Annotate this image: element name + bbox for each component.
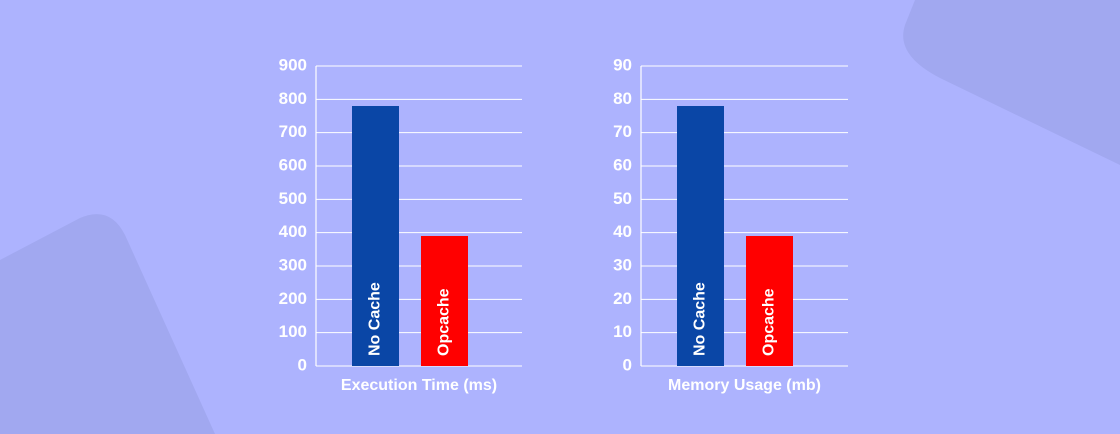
y-tick-label: 40 — [613, 222, 632, 241]
y-tick-label: 400 — [279, 222, 307, 241]
bar — [746, 236, 793, 366]
y-tick-label: 600 — [279, 155, 307, 174]
chart: 0 10 20 30 40 50 60 70 80 90 Memory Usage (mb) No C… — [613, 55, 848, 394]
y-tick-label: 30 — [613, 255, 632, 274]
y-tick-label: 300 — [279, 255, 307, 274]
y-tick-label: 0 — [623, 355, 632, 374]
y-tick-label: 70 — [613, 122, 632, 141]
y-tick-label: 900 — [279, 55, 307, 74]
y-tick-label: 700 — [279, 122, 307, 141]
decor-shape — [0, 214, 215, 434]
y-tick-label: 500 — [279, 189, 307, 208]
category-label: Opcache — [436, 288, 453, 356]
y-tick-label: 10 — [613, 322, 632, 341]
y-tick-label: 50 — [613, 189, 632, 208]
bar — [352, 106, 399, 366]
chart: 0 100 200 300 400 500 600 700 800 900 Execution Ti… — [279, 55, 522, 394]
y-tick-label: 80 — [613, 89, 632, 108]
x-axis-label: Execution Time (ms) — [341, 377, 497, 394]
y-tick-label: 100 — [279, 322, 307, 341]
y-tick-label: 90 — [613, 55, 632, 74]
y-tick-label: 200 — [279, 289, 307, 308]
category-label: Opcache — [761, 288, 778, 356]
bar — [421, 236, 468, 366]
y-tick-label: 0 — [298, 355, 307, 374]
bar — [677, 106, 724, 366]
y-tick-label: 60 — [613, 155, 632, 174]
category-label: No Cache — [367, 282, 384, 356]
y-tick-label: 800 — [279, 89, 307, 108]
y-tick-label: 20 — [613, 289, 632, 308]
category-label: No Cache — [692, 282, 709, 356]
x-axis-label: Memory Usage (mb) — [668, 377, 821, 394]
decor-shape — [903, 0, 1120, 165]
